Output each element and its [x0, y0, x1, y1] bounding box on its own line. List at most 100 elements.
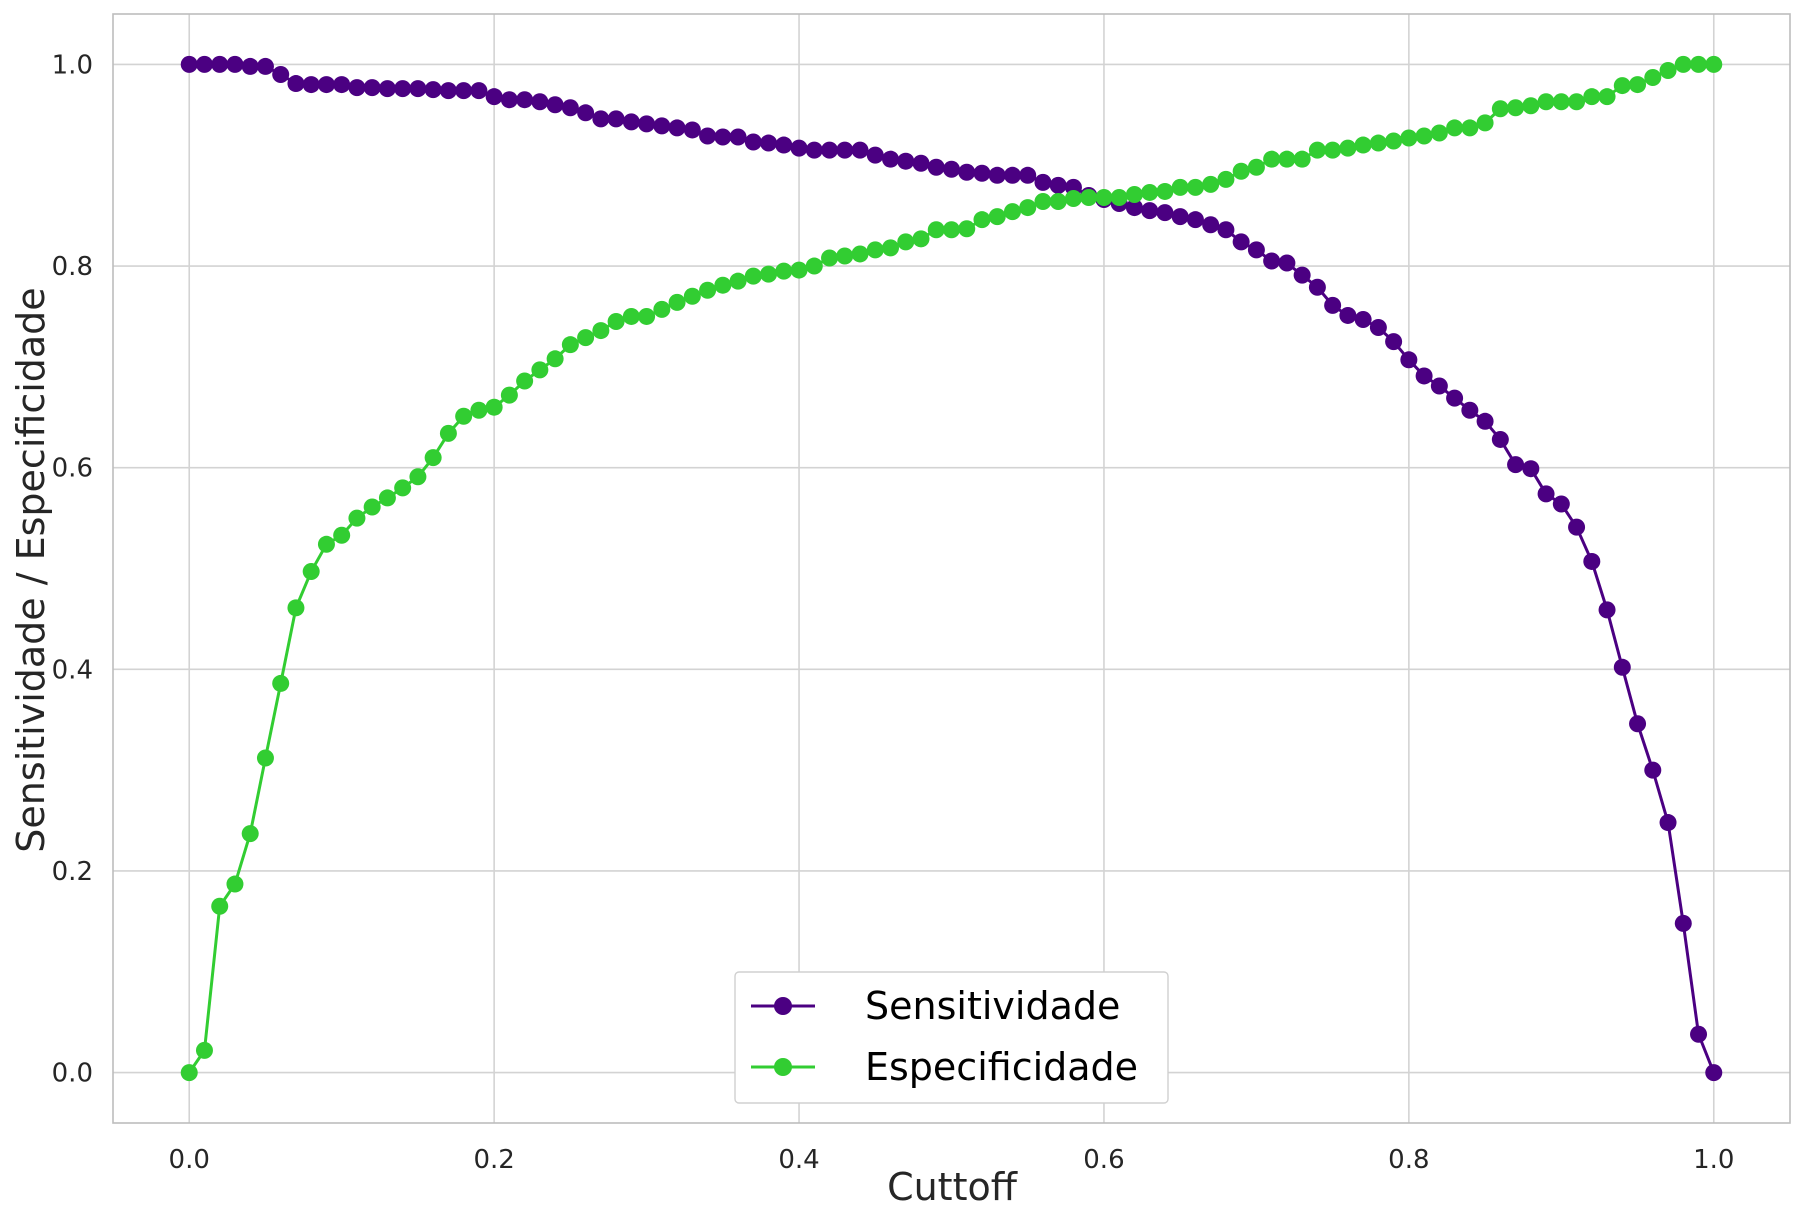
data-point — [1064, 190, 1082, 207]
data-point — [1263, 252, 1281, 270]
data-point — [607, 313, 625, 330]
data-point — [1552, 93, 1570, 111]
data-point — [1446, 389, 1464, 407]
data-point — [516, 91, 534, 109]
data-point — [653, 300, 671, 318]
data-point — [424, 81, 442, 99]
data-point — [1186, 211, 1204, 229]
data-point — [531, 361, 549, 379]
data-point — [1293, 150, 1311, 168]
data-point — [805, 257, 823, 275]
data-point — [302, 76, 320, 94]
x-tick-label: 1.0 — [1693, 1145, 1734, 1175]
data-point — [882, 239, 900, 257]
data-point — [1598, 88, 1616, 106]
data-point — [1705, 1064, 1723, 1082]
data-point — [1247, 241, 1265, 259]
data-point — [394, 80, 412, 98]
legend-label: Especificidade — [865, 1045, 1138, 1089]
y-tick-label: 0.0 — [52, 1059, 93, 1089]
data-point — [226, 875, 244, 893]
data-point — [1156, 182, 1174, 200]
data-point — [546, 350, 564, 368]
data-point — [1049, 176, 1067, 194]
data-point — [836, 247, 854, 265]
data-point — [317, 76, 335, 94]
data-point — [1644, 761, 1662, 779]
legend-label: Sensitividade — [865, 984, 1120, 1028]
data-point — [500, 91, 518, 109]
data-point — [897, 233, 915, 251]
data-point — [1202, 175, 1220, 193]
legend-item-especificidade: Especificidade — [751, 1045, 1138, 1089]
data-point — [333, 76, 351, 94]
data-point — [485, 88, 503, 106]
data-point — [866, 146, 884, 164]
data-point — [1690, 1025, 1708, 1043]
data-point — [1476, 412, 1494, 430]
data-point — [744, 267, 762, 285]
y-tick-label: 0.8 — [52, 252, 93, 282]
data-point — [1537, 93, 1555, 111]
data-point — [439, 424, 457, 442]
data-point — [592, 322, 610, 340]
data-point — [638, 115, 656, 133]
data-point — [1522, 460, 1540, 478]
data-point — [729, 128, 747, 146]
legend-item-sensitividade: Sensitividade — [751, 984, 1120, 1028]
data-point — [1598, 601, 1616, 619]
data-point — [1217, 170, 1235, 188]
data-point — [1278, 254, 1296, 272]
y-tick-label: 1.0 — [52, 50, 93, 80]
data-point — [1507, 99, 1525, 117]
data-point — [500, 386, 518, 404]
data-point — [973, 211, 991, 229]
data-point — [760, 134, 778, 152]
data-point — [1369, 319, 1387, 337]
data-point — [622, 307, 640, 325]
data-point — [394, 479, 412, 497]
data-point — [744, 133, 762, 151]
data-point — [699, 127, 717, 145]
data-point — [1674, 914, 1692, 932]
data-point — [1491, 100, 1509, 118]
data-point — [1568, 518, 1586, 536]
data-point — [333, 526, 351, 544]
data-point — [1644, 69, 1662, 87]
data-point — [561, 99, 579, 117]
data-point — [409, 80, 427, 98]
data-point — [378, 489, 396, 507]
data-point — [1125, 199, 1143, 217]
data-point — [1568, 93, 1586, 111]
data-point — [1019, 166, 1037, 184]
legend-marker-swatch — [774, 1058, 792, 1076]
data-point — [287, 599, 305, 617]
data-point — [1034, 193, 1052, 211]
data-point — [1461, 119, 1479, 137]
data-point — [241, 57, 259, 75]
data-point — [897, 152, 915, 170]
x-tick-label: 0.8 — [1388, 1145, 1429, 1175]
data-point — [622, 113, 640, 131]
plot-area-frame — [112, 13, 1791, 1124]
legend-items: Sensitividade Especificidade — [751, 984, 1138, 1089]
data-point — [1232, 162, 1250, 180]
data-point — [1278, 150, 1296, 168]
y-axis-label: Sensitividade / Especificidade — [9, 287, 53, 852]
data-point — [1080, 188, 1098, 206]
data-point — [1491, 430, 1509, 448]
data-point — [211, 55, 229, 73]
y-tick-label: 0.6 — [52, 454, 93, 484]
y-tick-label: 0.4 — [52, 655, 93, 685]
data-point — [1659, 61, 1677, 79]
data-point — [1430, 377, 1448, 395]
data-point — [1354, 310, 1372, 328]
x-tick-label: 0.2 — [473, 1145, 514, 1175]
data-point — [821, 141, 839, 159]
data-point — [851, 245, 869, 263]
data-point — [866, 241, 884, 259]
legend: Sensitividade Especificidade — [734, 971, 1169, 1104]
data-point — [775, 136, 793, 154]
